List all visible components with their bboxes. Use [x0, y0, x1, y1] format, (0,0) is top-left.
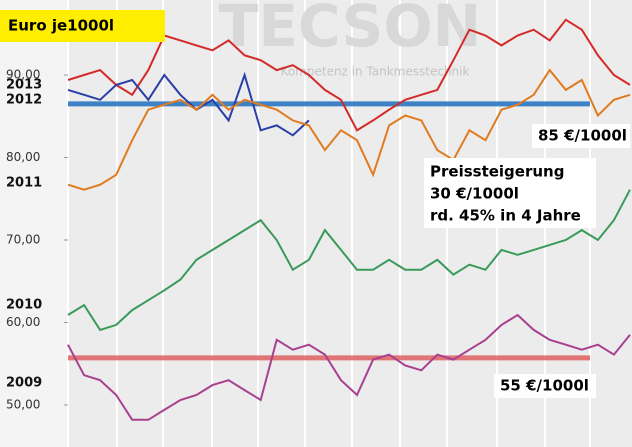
series-line	[67, 71, 310, 137]
y-tick-label: 70,00	[6, 232, 40, 246]
legend-label: 2013	[6, 78, 42, 93]
legend-label: 2011	[6, 176, 42, 191]
legend-label: 2009	[6, 376, 42, 391]
annotation-box	[532, 124, 630, 148]
legend-label: 2012	[6, 93, 42, 108]
chart-title: Euro je1000l	[8, 17, 114, 35]
watermark-brand: TECSON	[219, 0, 481, 60]
annotation: Preissteigerung	[430, 163, 564, 181]
annotation: 30 €/1000l	[430, 185, 519, 203]
watermark-slogan: Kompetenz in Tankmesstechnik	[281, 65, 470, 79]
title-box	[0, 10, 165, 42]
annotation: 85 €/1000l	[538, 127, 627, 145]
annotation: rd. 45% in 4 Jahre	[430, 207, 581, 225]
y-tick-label: 90,00	[6, 68, 40, 82]
annotation: 55 €/1000l	[500, 377, 589, 395]
series-line	[67, 189, 631, 332]
y-tick-label: 60,00	[6, 315, 40, 329]
series-line	[67, 313, 631, 421]
y-tick-label: 80,00	[6, 150, 40, 164]
legend-label: 2010	[6, 298, 42, 313]
annotation-box	[494, 374, 596, 398]
series-line	[67, 68, 631, 191]
annotation-box	[424, 158, 596, 228]
y-tick-label: 50,00	[6, 397, 40, 411]
